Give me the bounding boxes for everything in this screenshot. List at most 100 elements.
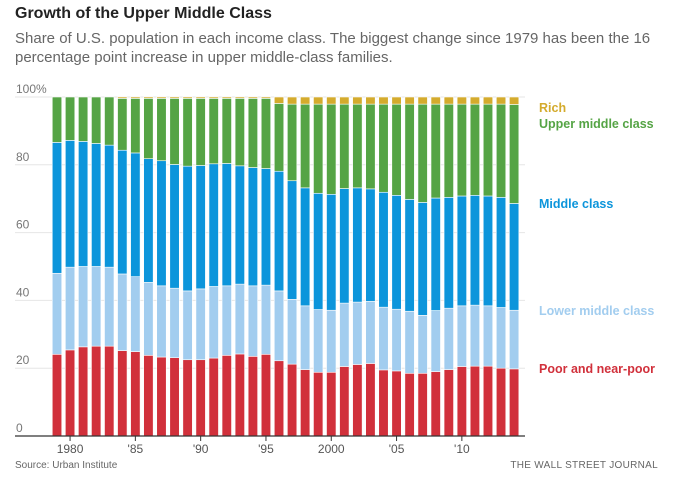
bar-segment-poor-and-near-poor xyxy=(495,367,507,437)
bar-segment-upper-middle-class xyxy=(221,98,232,164)
bar-segment-middle-class xyxy=(482,195,494,307)
x-tick-label: '95 xyxy=(258,442,274,456)
bar-segment-poor-and-near-poor xyxy=(234,353,245,437)
bar-segment-poor-and-near-poor xyxy=(51,354,63,437)
bar-segment-poor-and-near-poor xyxy=(417,372,428,437)
bar-segment-poor-and-near-poor xyxy=(326,371,337,437)
bar-segment-lower-middle-class xyxy=(208,286,219,359)
bar-segment-poor-and-near-poor xyxy=(456,366,467,437)
bar-segment-lower-middle-class xyxy=(326,309,337,373)
bar-segment-lower-middle-class xyxy=(404,310,415,374)
x-tick-label: 2000 xyxy=(318,442,345,456)
legend-label-lower-middle-class: Lower middle class xyxy=(539,304,654,318)
bar-segment-lower-middle-class xyxy=(195,288,206,361)
bar-segment-middle-class xyxy=(469,195,480,306)
y-tick-label: 60 xyxy=(16,218,30,232)
bar-segment-rich xyxy=(195,96,206,99)
bar-segment-upper-middle-class xyxy=(260,98,272,169)
bar-segment-upper-middle-class xyxy=(130,98,141,154)
source-note: Source: Urban Institute xyxy=(15,460,118,471)
bar-segment-upper-middle-class xyxy=(352,103,363,189)
bar-segment-poor-and-near-poor xyxy=(287,363,298,437)
legend-label-poor-and-near-poor: Poor and near-poor xyxy=(539,362,655,376)
bar-segment-poor-and-near-poor xyxy=(443,369,454,437)
bar-segment-poor-and-near-poor xyxy=(430,371,441,437)
y-tick-label: 40 xyxy=(16,285,30,299)
bar-segment-lower-middle-class xyxy=(117,273,128,351)
bar-segment-lower-middle-class xyxy=(91,266,102,347)
bar-segment-rich xyxy=(482,96,494,105)
bar-segment-upper-middle-class xyxy=(378,103,389,193)
bar-segment-upper-middle-class xyxy=(417,103,428,203)
y-tick-label: 100% xyxy=(16,82,47,96)
bar-segment-poor-and-near-poor xyxy=(352,364,363,437)
bar-segment-lower-middle-class xyxy=(104,266,115,347)
bar-segment-middle-class xyxy=(169,164,180,289)
bar-segment-poor-and-near-poor xyxy=(104,345,115,437)
bar-segment-lower-middle-class xyxy=(273,290,285,362)
bar-segment-upper-middle-class xyxy=(469,103,480,196)
bar-segment-middle-class xyxy=(443,197,454,309)
legend-label-rich: Rich xyxy=(539,101,566,115)
bar-segment-upper-middle-class xyxy=(234,98,245,167)
y-tick-label: 80 xyxy=(16,150,30,164)
bar-segment-lower-middle-class xyxy=(495,307,507,369)
x-tick-label: '05 xyxy=(389,442,405,456)
bar-segment-upper-middle-class xyxy=(300,103,311,189)
bar-segment-upper-middle-class xyxy=(456,103,467,197)
bar-segment-upper-middle-class xyxy=(91,96,102,144)
bar-segment-poor-and-near-poor xyxy=(365,363,376,437)
bar-segment-middle-class xyxy=(234,165,245,285)
bar-segment-rich xyxy=(469,96,480,105)
bar-segment-lower-middle-class xyxy=(313,309,324,373)
bar-segment-middle-class xyxy=(417,202,428,316)
bar-segment-upper-middle-class xyxy=(509,104,520,204)
bar-segment-poor-and-near-poor xyxy=(91,345,102,437)
bar-segment-poor-and-near-poor xyxy=(156,356,167,437)
bar-segment-rich xyxy=(169,96,180,99)
bar-segment-lower-middle-class xyxy=(300,305,311,370)
bar-segment-middle-class xyxy=(78,141,89,267)
bar-segment-middle-class xyxy=(51,142,63,274)
x-tick-label: '85 xyxy=(128,442,144,456)
bar-segment-middle-class xyxy=(287,180,298,300)
bar-segment-lower-middle-class xyxy=(391,308,402,372)
bar-segment-lower-middle-class xyxy=(234,283,245,355)
bar-segment-rich xyxy=(130,96,141,99)
bar-segment-rich xyxy=(221,96,232,99)
bar-segment-poor-and-near-poor xyxy=(273,360,285,437)
bar-segment-rich xyxy=(339,96,350,105)
bar-segment-poor-and-near-poor xyxy=(404,372,415,437)
bar-segment-upper-middle-class xyxy=(195,98,206,166)
bar-segment-lower-middle-class xyxy=(339,302,350,367)
bar-segment-lower-middle-class xyxy=(260,284,272,355)
bar-segment-poor-and-near-poor xyxy=(509,368,520,437)
bar-segment-poor-and-near-poor xyxy=(182,359,193,437)
bar-segment-lower-middle-class xyxy=(78,266,89,348)
bar-segment-middle-class xyxy=(273,170,285,292)
bar-segment-middle-class xyxy=(247,167,258,287)
bar-segment-rich xyxy=(273,96,285,104)
bar-segment-rich xyxy=(443,96,454,105)
bar-segment-rich xyxy=(352,96,363,105)
legend-label-upper-middle-class: Upper middle class xyxy=(539,117,654,131)
bar-segment-rich xyxy=(495,96,507,105)
bar-segment-middle-class xyxy=(208,163,219,287)
bar-segment-rich xyxy=(300,96,311,105)
bar-segment-upper-middle-class xyxy=(247,98,258,168)
bar-segment-lower-middle-class xyxy=(169,287,180,358)
bar-segment-poor-and-near-poor xyxy=(469,365,480,437)
bar-segment-rich xyxy=(391,96,402,105)
legend-label-middle-class: Middle class xyxy=(539,197,613,211)
bar-segment-rich xyxy=(208,96,219,99)
bar-segment-upper-middle-class xyxy=(104,96,115,146)
bar-segment-upper-middle-class xyxy=(326,103,337,195)
bar-segment-middle-class xyxy=(378,191,389,308)
bar-segment-upper-middle-class xyxy=(391,103,402,196)
bar-segment-lower-middle-class xyxy=(469,304,480,367)
bar-segment-middle-class xyxy=(404,199,415,312)
bar-segment-rich xyxy=(313,96,324,105)
bar-segment-middle-class xyxy=(509,203,520,311)
bar-segment-rich xyxy=(117,96,128,99)
